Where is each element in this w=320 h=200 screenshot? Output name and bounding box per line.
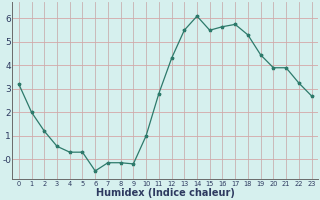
- X-axis label: Humidex (Indice chaleur): Humidex (Indice chaleur): [96, 188, 235, 198]
